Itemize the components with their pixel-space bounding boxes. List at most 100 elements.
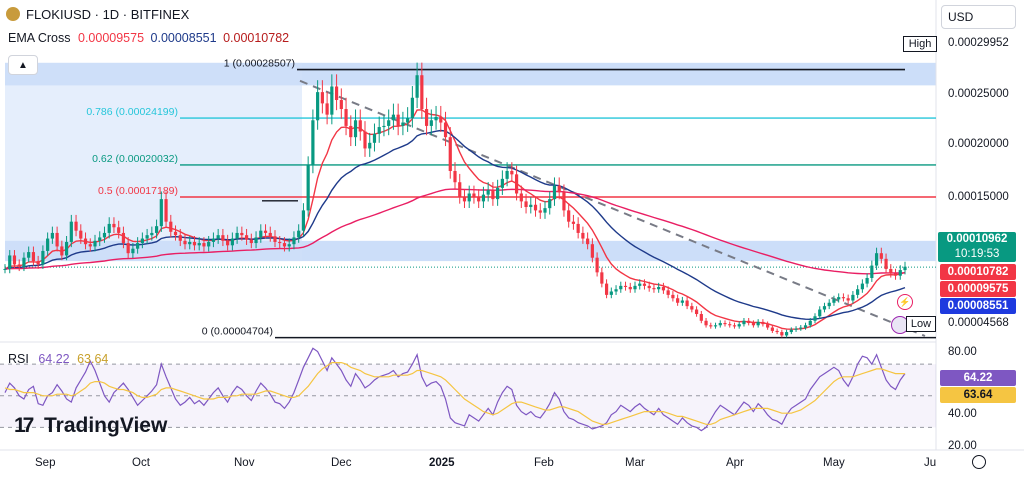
rsi-label: RSI <box>8 352 29 366</box>
candle-body <box>12 255 17 265</box>
candle-body <box>154 226 159 233</box>
candle-body <box>889 268 893 274</box>
candle-body <box>614 289 618 292</box>
candle-body <box>671 294 675 299</box>
candle-body <box>216 235 220 239</box>
candle-body <box>192 241 197 246</box>
candle-body <box>756 321 760 326</box>
candle-body <box>211 238 216 242</box>
fib-level-label: 0.62 (0.00020032) <box>92 153 178 165</box>
candle-body <box>377 127 381 134</box>
candle-body <box>472 193 476 197</box>
candle-body <box>27 252 31 258</box>
candle-body <box>524 201 528 208</box>
candle-body <box>17 264 21 267</box>
price-tick-20: 0.00020000 <box>948 138 1009 150</box>
high-label: High <box>908 38 932 50</box>
ema-tag-slow: 0.00008551 <box>940 298 1016 314</box>
candle-body <box>320 92 324 104</box>
candle-body <box>642 283 647 286</box>
candle-body <box>448 137 452 171</box>
ema-slow-line <box>4 129 906 321</box>
candle-body <box>235 232 239 239</box>
time-label-mar: Mar <box>625 457 645 469</box>
candle-body <box>358 120 362 132</box>
candle-body <box>126 243 130 254</box>
candle-body <box>368 142 372 149</box>
rsi-tick-80: 80.00 <box>948 346 977 358</box>
candle-body <box>169 221 173 232</box>
candle-body <box>297 230 301 238</box>
candle-body <box>254 237 258 244</box>
candle-body <box>311 120 315 166</box>
candle-body <box>36 261 40 265</box>
candle-body <box>278 241 282 244</box>
candle-body <box>879 253 883 259</box>
candle-body <box>8 255 12 269</box>
candle-body <box>685 300 689 307</box>
candle-body <box>98 237 102 241</box>
candle-body <box>429 120 433 126</box>
chevron-up-icon: ▲ <box>18 59 28 71</box>
candle-body <box>22 257 26 267</box>
candle-body <box>55 232 59 247</box>
candle-body <box>382 125 386 128</box>
candle-body <box>794 328 798 330</box>
highlight-area <box>5 62 302 262</box>
time-label-dec: Dec <box>331 457 352 469</box>
candle-body <box>491 190 495 200</box>
candle-body <box>803 325 808 328</box>
candle-body <box>226 240 230 246</box>
candle-body <box>500 178 504 188</box>
candle-body <box>784 332 789 336</box>
candle-body <box>770 327 774 331</box>
candle-body <box>813 316 817 321</box>
candle-body <box>884 258 888 269</box>
candle-body <box>453 170 457 183</box>
candle-body <box>747 320 751 324</box>
candle-body <box>173 231 178 236</box>
tradingview-watermark: 17 TradingView <box>14 414 167 438</box>
candle-body <box>818 309 822 317</box>
candle-body <box>870 265 874 278</box>
currency-selector[interactable]: USD <box>941 5 1016 29</box>
candle-body <box>268 232 272 237</box>
candle-body <box>742 320 746 325</box>
low-tag: Low <box>906 316 936 332</box>
current-price-value: 0.00010962 <box>946 233 1008 245</box>
candle-body <box>514 174 519 194</box>
candle-body <box>557 185 561 193</box>
candle-body <box>325 103 329 115</box>
candle-body <box>159 199 163 227</box>
candle-body <box>244 235 249 240</box>
candle-body <box>372 133 377 143</box>
candle-body <box>846 298 850 301</box>
high-tag: High <box>903 36 937 52</box>
candle-body <box>282 243 287 247</box>
candle-body <box>789 329 793 333</box>
candle-body <box>443 122 448 138</box>
candle-body <box>676 298 680 303</box>
settings-gear-icon[interactable] <box>972 455 986 469</box>
candle-body <box>680 300 684 303</box>
candle-body <box>406 118 410 123</box>
collapse-legend-button[interactable]: ▲ <box>8 55 38 75</box>
candle-body <box>851 294 855 301</box>
price-tick-25: 0.00025000 <box>948 88 1009 100</box>
candle-body <box>661 286 666 291</box>
candle-body <box>728 324 732 326</box>
symbol-line: FLOKIUSD · 1D · BITFINEX <box>26 7 190 22</box>
candle-body <box>576 223 580 233</box>
ema-tag-long: 0.00010782 <box>940 264 1016 280</box>
candle-body <box>837 297 841 300</box>
symbol-title: FLOKIUSD · 1D · BITFINEX <box>6 7 189 22</box>
candle-body <box>112 223 116 228</box>
candle-body <box>571 221 576 224</box>
candle-body <box>903 266 907 271</box>
alert-icon[interactable]: ⚡ <box>897 294 913 310</box>
candle-body <box>832 299 836 303</box>
candle-body <box>41 250 45 265</box>
candle-body <box>713 325 718 327</box>
candle-body <box>477 196 481 202</box>
